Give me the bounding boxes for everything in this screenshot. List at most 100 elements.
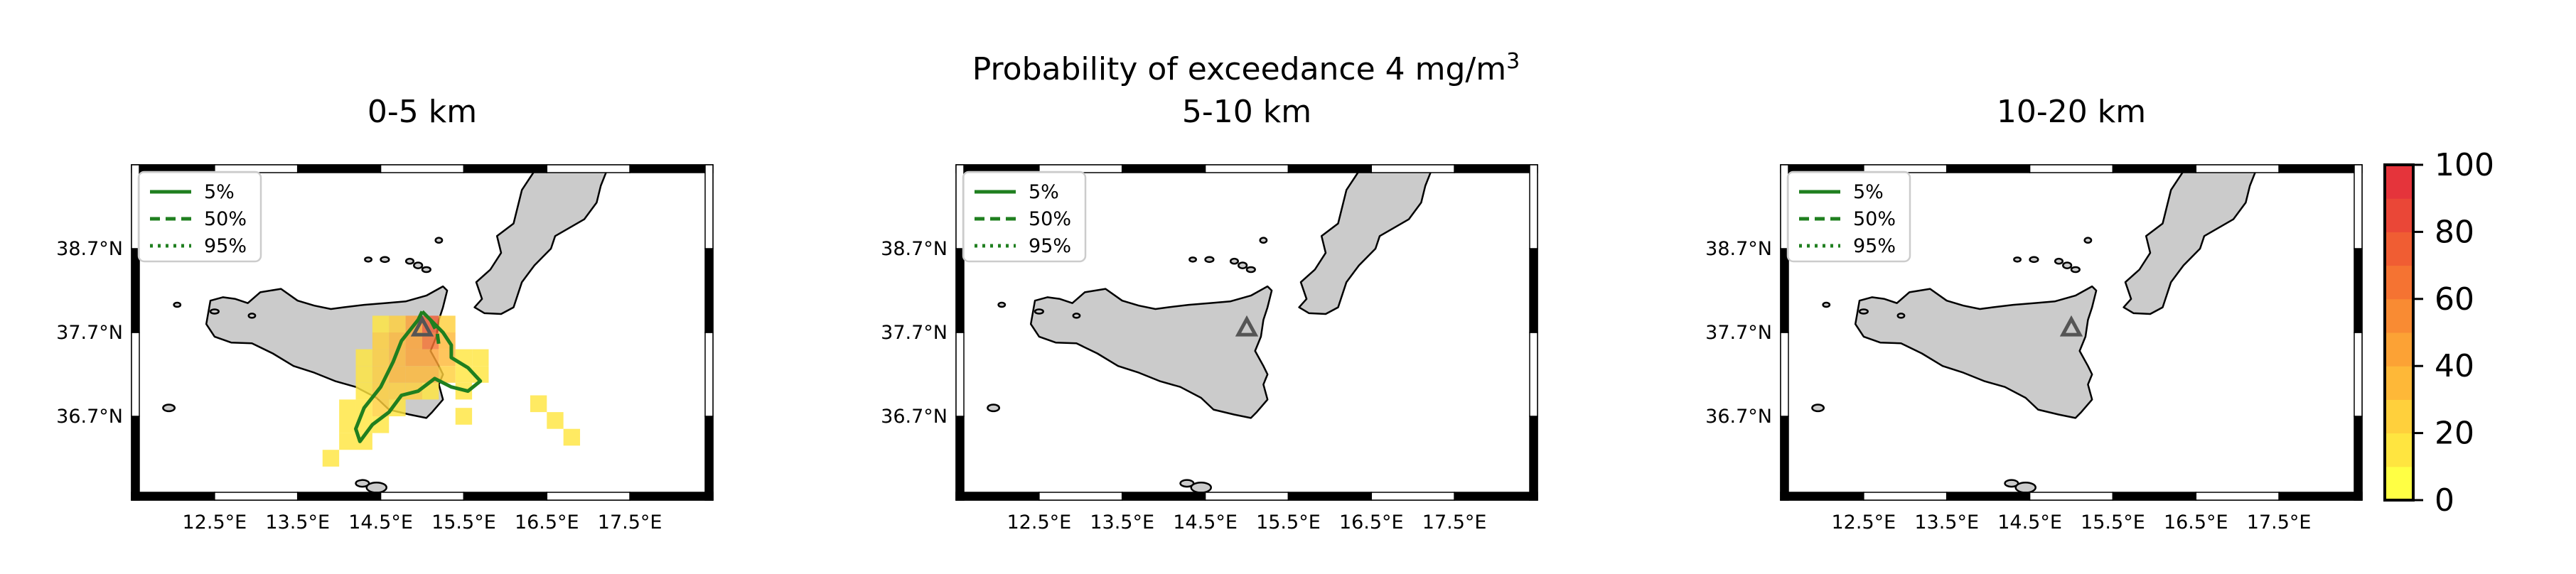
island [1190, 481, 1213, 494]
island [365, 481, 388, 494]
colorbar-segment [2385, 332, 2413, 367]
frame-segment [1780, 248, 1789, 333]
sicily-landmass [1854, 285, 2098, 419]
colorbar-segment [2385, 298, 2413, 333]
frame-segment [1204, 492, 1289, 501]
vent-triangle-marker [410, 315, 434, 337]
frame-segment [131, 248, 140, 333]
colorbar-tick-label: 40 [2435, 348, 2474, 384]
colorbar-tick-label: 100 [2435, 147, 2494, 183]
colorbar-segment [2385, 366, 2413, 400]
island [1245, 266, 1256, 274]
island [2070, 266, 2081, 274]
map-frame-border [131, 164, 714, 501]
frame-segment [2354, 248, 2363, 333]
island [209, 308, 220, 315]
probability-cell [355, 349, 372, 367]
frame-segment [955, 248, 965, 333]
map-panel-10-20km: 10-20 km 12.5°E 13.5°E 14.5°E 15.5°E 16.5°E 17… [1705, 94, 2363, 534]
map-panel-5-10km: 5-10 km 12.5°E 13.5°E 14.5°E 15.5°E 16.5°E 17.… [881, 94, 1538, 534]
contour-legend: 5% 50% 95% [137, 170, 262, 263]
x-tick-label: 14.5°E [1173, 511, 1238, 534]
probability-cell [389, 315, 406, 332]
colorbar-segment [2385, 232, 2413, 266]
island [2062, 261, 2073, 269]
frame-segment [1454, 492, 1538, 501]
frame-segment [1946, 164, 2031, 173]
panel-title: 0-5 km [367, 94, 477, 130]
frame-segment [1287, 492, 1373, 501]
frame-segment [1121, 164, 1206, 173]
frame-segment [1780, 492, 1864, 501]
frame-segment [296, 164, 382, 173]
frame-segment [2278, 164, 2363, 173]
frame-segment [2029, 164, 2114, 173]
y-tick-label: 37.7°N [1705, 322, 1772, 344]
frame-segment [1529, 416, 1538, 501]
legend-box [137, 170, 262, 263]
probability-cell [339, 433, 356, 450]
panel-title: 5-10 km [1182, 94, 1311, 130]
legend-label: 95% [1853, 235, 1896, 257]
probability-cell [339, 399, 356, 416]
probability-cell [372, 315, 390, 332]
island [421, 266, 431, 274]
frame-segment [2354, 164, 2363, 249]
frame-segment [1529, 332, 1538, 417]
contour-50-percent [429, 319, 441, 346]
frame-segment [463, 164, 548, 173]
frame-segment [131, 416, 140, 501]
x-tick-label: 15.5°E [2081, 511, 2145, 534]
colorbar-tick-label: 20 [2435, 416, 2474, 452]
figure-suptitle: Probability of exceedance 4 mg/m3 [972, 49, 1520, 87]
frame-segment [1204, 164, 1289, 173]
frame-segment [131, 492, 215, 501]
frame-segment [546, 164, 630, 173]
contour-legend: 5% 50% 95% [962, 170, 1087, 263]
colorbar: 0 20 40 60 80 100 [2383, 147, 2494, 519]
x-tick-label: 13.5°E [1090, 511, 1154, 534]
island [413, 261, 424, 269]
probability-cell [439, 366, 456, 383]
vent-triangle-marker [1235, 315, 1259, 337]
calabria-landmass [473, 165, 611, 315]
island [162, 404, 176, 413]
sicily-landmass [1029, 285, 1273, 419]
y-tick-label: 37.7°N [881, 322, 948, 344]
frame-segment [2354, 332, 2363, 417]
frame-segment [955, 332, 965, 417]
x-tick-label: 14.5°E [1997, 511, 2062, 534]
x-tick-label: 16.5°E [1339, 511, 1404, 534]
frame-segment [955, 416, 965, 501]
island [987, 404, 1001, 413]
probability-cell [372, 332, 390, 350]
suptitle-text: Probability of exceedance 4 mg/m [972, 51, 1506, 87]
x-tick-label: 17.5°E [1422, 511, 1487, 534]
x-tick-label: 15.5°E [431, 511, 496, 534]
x-tick-label: 16.5°E [515, 511, 579, 534]
frame-segment [2354, 416, 2363, 501]
y-tick-label: 36.7°N [881, 406, 948, 428]
island [1259, 237, 1268, 244]
frame-segment [214, 492, 299, 501]
frame-segment [704, 164, 714, 249]
frame-segment [2278, 492, 2363, 501]
colorbar-segment [2385, 265, 2413, 300]
legend-label: 5% [1853, 181, 1884, 203]
x-tick-label: 15.5°E [1256, 511, 1321, 534]
x-tick-label: 12.5°E [1832, 511, 1896, 534]
probability-cell [405, 366, 422, 383]
island [1811, 404, 1825, 413]
probability-cell [547, 412, 564, 429]
frame-segment [1287, 164, 1373, 173]
colorbar-tick-label: 0 [2435, 482, 2454, 519]
y-tick-label: 36.7°N [56, 406, 123, 428]
frame-segment [1454, 164, 1538, 173]
island [434, 237, 444, 244]
legend-label: 95% [204, 235, 247, 257]
x-tick-label: 12.5°E [183, 511, 247, 534]
legend-label: 95% [1029, 235, 1071, 257]
frame-segment [2195, 164, 2280, 173]
frame-segment [2112, 164, 2197, 173]
